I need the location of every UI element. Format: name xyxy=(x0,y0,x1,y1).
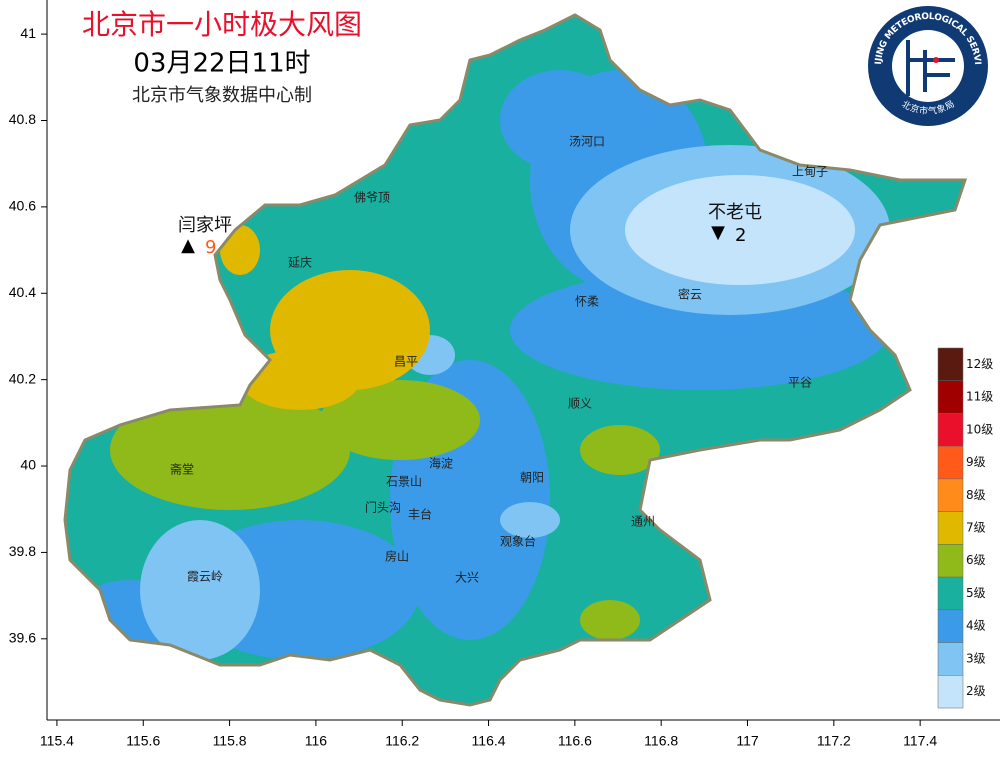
datetime: 03月22日11时 xyxy=(133,49,310,79)
legend-label: 8级 xyxy=(966,488,986,502)
region xyxy=(580,425,660,475)
region xyxy=(110,390,350,510)
place-label: 斋堂 xyxy=(170,462,194,477)
legend-swatch xyxy=(937,511,964,545)
legend-label: 6级 xyxy=(966,553,986,567)
place-label: 朝阳 xyxy=(520,471,544,485)
legend-label: 2级 xyxy=(966,684,986,698)
legend-label: 12级 xyxy=(966,357,993,371)
station-value: 2 xyxy=(735,225,746,246)
x-tick-label: 116 xyxy=(305,733,328,749)
legend-label: 11级 xyxy=(966,390,993,404)
legend-swatch xyxy=(937,478,964,512)
legend-label: 9级 xyxy=(966,455,986,469)
station-name: 闫家坪 xyxy=(178,215,232,236)
beijing-border xyxy=(63,13,968,707)
legend-swatch xyxy=(937,380,964,414)
legend-swatch xyxy=(937,347,964,381)
logo-emblem xyxy=(906,40,955,96)
station-symbol: ▼ xyxy=(711,222,725,243)
place-label: 密云 xyxy=(678,287,702,302)
place-label: 上甸子 xyxy=(792,165,828,179)
y-tick-label: 40.8 xyxy=(9,111,36,127)
x-tick-label: 115.6 xyxy=(126,733,160,749)
station-name: 不老屯 xyxy=(708,202,762,223)
logo-dot xyxy=(933,57,939,63)
place-label: 大兴 xyxy=(455,571,479,585)
x-tick-label: 117.2 xyxy=(817,733,851,749)
station-value: 9 xyxy=(205,237,216,258)
legend-label: 4级 xyxy=(966,619,986,633)
y-tick-label: 39.6 xyxy=(9,630,36,646)
x-tick-label: 117.4 xyxy=(903,733,937,749)
legend-swatch xyxy=(937,445,964,480)
y-tick-label: 39.8 xyxy=(9,543,36,559)
place-label: 门头沟 xyxy=(365,500,401,515)
x-tick-label: 115.4 xyxy=(40,733,74,749)
y-tick-label: 40.6 xyxy=(9,198,36,214)
region xyxy=(500,70,620,170)
logo-inner xyxy=(892,30,964,102)
station-symbol: ▲ xyxy=(181,235,195,256)
legend-label: 3级 xyxy=(966,651,986,665)
x-tick-label: 117 xyxy=(736,733,759,749)
place-label: 房山 xyxy=(385,549,409,564)
place-label: 顺义 xyxy=(568,397,592,411)
legend-swatch xyxy=(937,544,964,578)
place-label: 海淀 xyxy=(429,456,453,471)
place-label: 佛爷顶 xyxy=(354,191,390,205)
x-tick-label: 116.6 xyxy=(558,733,592,749)
place-label: 观象台 xyxy=(500,534,536,549)
legend-swatch xyxy=(937,609,964,643)
place-label: 延庆 xyxy=(288,256,312,270)
y-tick-label: 40 xyxy=(20,457,36,473)
region xyxy=(580,600,640,640)
place-label: 石景山 xyxy=(386,475,422,489)
region xyxy=(320,380,480,460)
place-label: 怀柔 xyxy=(575,295,599,309)
y-tick-label: 41 xyxy=(20,25,36,41)
source: 北京市气象数据中心制 xyxy=(132,85,312,106)
region xyxy=(500,502,560,538)
x-tick-label: 116.8 xyxy=(644,733,678,749)
place-label: 汤河口 xyxy=(569,135,605,149)
place-label: 平谷 xyxy=(788,376,812,390)
legend-label: 7级 xyxy=(966,521,986,535)
legend-swatch xyxy=(937,576,964,611)
place-label: 丰台 xyxy=(408,507,432,522)
place-label: 通州 xyxy=(631,515,655,529)
x-tick-label: 116.2 xyxy=(385,733,419,749)
y-tick-label: 40.2 xyxy=(9,370,36,386)
legend-swatch xyxy=(937,413,964,447)
y-tick-label: 40.4 xyxy=(9,284,36,300)
x-tick-label: 116.4 xyxy=(472,733,506,749)
title: 北京市一小时极大风图 xyxy=(82,8,362,41)
legend-swatch xyxy=(937,642,964,676)
legend-label: 10级 xyxy=(966,422,993,436)
region xyxy=(625,175,855,285)
region xyxy=(240,350,360,410)
place-label: 霞云岭 xyxy=(187,570,223,584)
place-label: 昌平 xyxy=(394,355,418,369)
x-tick-label: 115.8 xyxy=(213,733,247,749)
legend-label: 5级 xyxy=(966,586,986,600)
legend-swatch xyxy=(937,675,964,709)
wind-regions xyxy=(65,15,965,705)
region xyxy=(140,520,260,660)
